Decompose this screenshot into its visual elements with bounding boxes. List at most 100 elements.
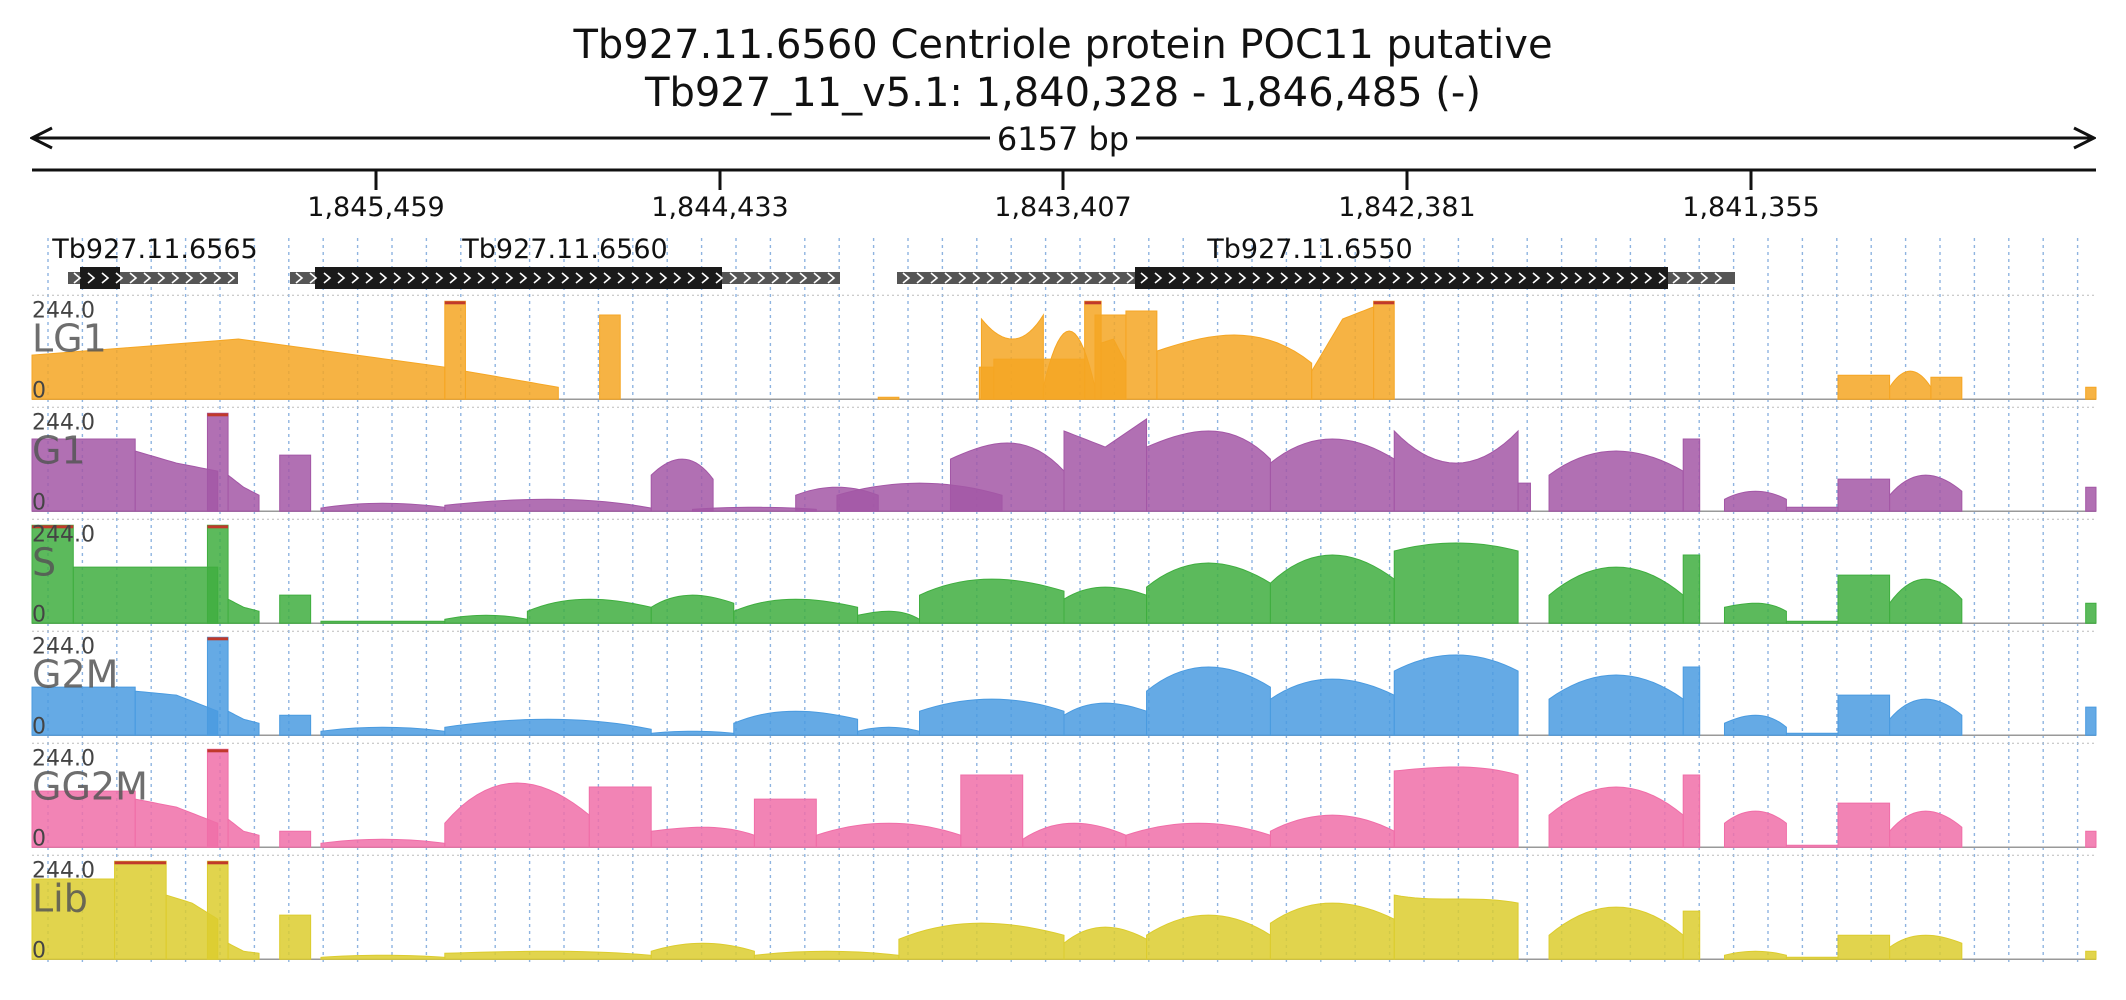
clip-marker [207, 749, 229, 753]
strand-chevron [1294, 272, 1303, 284]
gene-cds [1135, 267, 1668, 289]
strand-chevron [505, 272, 514, 284]
coverage-area [2085, 706, 2097, 736]
strand-chevron [631, 272, 640, 284]
strand-chevron [986, 272, 995, 284]
coverage-area [1889, 810, 1963, 848]
strand-chevron [958, 272, 967, 284]
gene-cds [315, 267, 722, 289]
coverage-area [227, 598, 260, 624]
coverage-area [1146, 430, 1271, 512]
coverage-area [588, 786, 652, 848]
strand-chevron [617, 272, 626, 284]
coverage-area [464, 370, 559, 400]
strand-chevron [1238, 272, 1247, 284]
coverage-area [31, 878, 116, 960]
coverage-area [815, 822, 962, 848]
coverage-area [1393, 766, 1519, 848]
axis-tick-label: 1,843,407 [994, 192, 1131, 223]
coverage-area [1146, 666, 1271, 736]
strand-chevron [1462, 272, 1471, 284]
coverage-area [1889, 698, 1963, 736]
track-ymax-label: 244.0 [32, 410, 95, 435]
strand-chevron [1336, 272, 1345, 284]
coverage-area [1146, 914, 1271, 960]
strand-chevron [1252, 272, 1261, 284]
strand-chevron [323, 272, 332, 284]
strand-chevron [1210, 272, 1219, 284]
coverage-area [898, 922, 1065, 960]
clip-marker [114, 861, 167, 865]
coverage-area [1548, 906, 1684, 960]
coverage-area [31, 338, 446, 400]
coverage-area [1930, 376, 1963, 400]
strand-chevron [1476, 272, 1485, 284]
strand-chevron [1560, 272, 1569, 284]
strand-chevron [213, 272, 222, 284]
coverage-area [320, 502, 446, 512]
gene-label: Tb927.11.6550 [1206, 234, 1412, 265]
strand-chevron [916, 272, 925, 284]
coverage-area [444, 498, 652, 512]
strand-chevron [687, 272, 696, 284]
strand-chevron [1322, 272, 1331, 284]
axis-tick-label: 1,845,459 [307, 192, 444, 223]
track-ymin-label: 0 [32, 490, 46, 515]
track-ymin-label: 0 [32, 378, 46, 403]
coverage-area [1682, 910, 1701, 960]
strand-chevron [930, 272, 939, 284]
coverage-area [960, 774, 1024, 848]
coverage-area [1393, 429, 1519, 512]
track-ymax-label: 244.0 [32, 522, 95, 547]
strand-chevron [73, 272, 82, 284]
coverage-area [279, 830, 312, 848]
coverage-area [227, 942, 260, 960]
coverage-area [206, 860, 229, 960]
coverage-area [1723, 810, 1787, 848]
strand-chevron [1378, 272, 1387, 284]
coverage-area [1269, 554, 1395, 624]
coverage-area [1723, 490, 1787, 512]
coverage-area [978, 366, 995, 400]
strand-chevron [1364, 272, 1373, 284]
coverage-area [1785, 732, 1839, 736]
strand-chevron [1574, 272, 1583, 284]
strand-chevron [1448, 272, 1457, 284]
coverage-area [2085, 486, 2097, 512]
strand-chevron [157, 272, 166, 284]
strand-chevron [1084, 272, 1093, 284]
coverage-area [1682, 666, 1701, 736]
coverage-area [444, 300, 466, 400]
coverage-area [650, 942, 755, 960]
coverage-area [733, 710, 859, 736]
strand-chevron [379, 272, 388, 284]
ruler-ticks: 1,845,459 1,844,433 1,843,407 1,842,381 1,84… [307, 170, 1820, 223]
clip-marker [1084, 301, 1102, 305]
coverage-area [114, 860, 167, 960]
strand-chevron [1420, 272, 1429, 284]
coverage-area [2085, 602, 2097, 624]
strand-chevron [1644, 272, 1653, 284]
coverage-area [650, 826, 755, 848]
coverage-area [206, 412, 229, 512]
coverage-area [2085, 830, 2097, 848]
strand-chevron [1168, 272, 1177, 284]
strand-chevron [491, 272, 500, 284]
strand-chevron [1518, 272, 1527, 284]
strand-chevron [435, 272, 444, 284]
coverage-area [1269, 438, 1395, 512]
strand-chevron [1532, 272, 1541, 284]
track-name: LG1 [32, 316, 107, 360]
strand-chevron [1070, 272, 1079, 284]
strand-chevron [1658, 272, 1667, 284]
coverage-area [444, 718, 652, 736]
coverage-area [1146, 562, 1271, 624]
coverage-area [320, 838, 446, 848]
coverage-area [1889, 934, 1963, 960]
strand-chevron [1686, 272, 1695, 284]
strand-chevron [1588, 272, 1597, 284]
track-name: S [32, 540, 56, 584]
coverage-area [31, 686, 136, 736]
